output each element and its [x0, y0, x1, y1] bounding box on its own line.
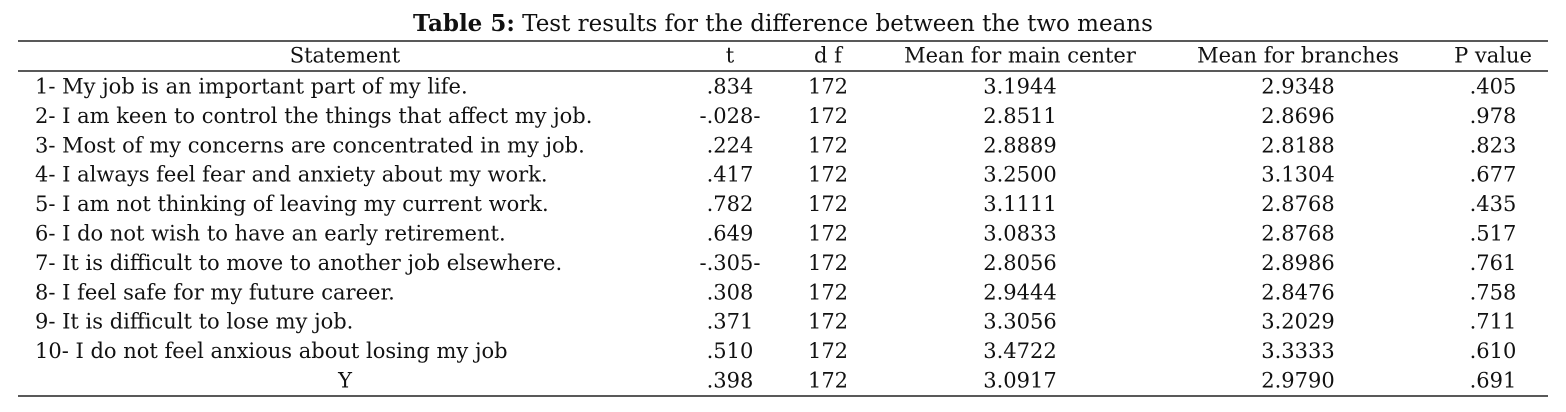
value-cell: 2.8056	[983, 251, 1056, 275]
value-cell: 2.9790	[1261, 369, 1334, 393]
statement-cell: 3- Most of my concerns are concentrated …	[35, 133, 585, 157]
statement-cell: 4- I always feel fear and anxiety about …	[35, 163, 548, 187]
value-cell: .691	[1470, 369, 1517, 393]
value-cell: 3.1944	[983, 75, 1056, 99]
statement-cell: 5- I am not thinking of leaving my curre…	[35, 192, 549, 216]
value-cell: 2.9444	[983, 280, 1056, 304]
value-cell: .758	[1470, 280, 1517, 304]
value-cell: 2.8986	[1261, 251, 1334, 275]
value-cell: 172	[808, 192, 848, 216]
value-cell: -.305-	[700, 251, 761, 275]
value-cell: 172	[808, 339, 848, 363]
value-cell: .823	[1470, 133, 1517, 157]
value-cell: 172	[808, 369, 848, 393]
value-cell: 2.8768	[1261, 222, 1334, 246]
header-cell: Mean for main center	[904, 44, 1137, 68]
value-cell: 3.4722	[983, 339, 1056, 363]
value-cell: .711	[1470, 310, 1517, 334]
value-cell: .761	[1470, 251, 1517, 275]
value-cell: 172	[808, 251, 848, 275]
value-cell: .978	[1470, 104, 1517, 128]
value-cell: 2.9348	[1261, 75, 1334, 99]
value-cell: 2.8889	[983, 133, 1056, 157]
value-cell: 2.8768	[1261, 192, 1334, 216]
header-cell: d f	[814, 44, 844, 68]
value-cell: 3.3333	[1261, 339, 1334, 363]
caption-text: Test results for the difference between …	[522, 11, 1153, 37]
value-cell: 3.1111	[983, 192, 1056, 216]
value-cell: 172	[808, 104, 848, 128]
value-cell: 172	[808, 310, 848, 334]
statement-cell: 6- I do not wish to have an early retire…	[35, 222, 506, 246]
header-cell: P value	[1454, 44, 1532, 68]
value-cell: .435	[1470, 192, 1517, 216]
value-cell: .224	[707, 133, 754, 157]
value-cell: 2.8476	[1261, 280, 1334, 304]
value-cell: 3.3056	[983, 310, 1056, 334]
value-cell: .834	[707, 75, 754, 99]
value-cell: .649	[707, 222, 754, 246]
statement-cell: Y	[337, 369, 353, 393]
value-cell: 172	[808, 133, 848, 157]
value-cell: -.028-	[700, 104, 761, 128]
value-cell: 2.8188	[1261, 133, 1334, 157]
value-cell: .782	[707, 192, 754, 216]
value-cell: 172	[808, 163, 848, 187]
value-cell: .398	[707, 369, 754, 393]
value-cell: .517	[1470, 222, 1517, 246]
statement-cell: 9- It is difficult to lose my job.	[35, 310, 353, 334]
value-cell: .417	[707, 163, 754, 187]
value-cell: 3.0833	[983, 222, 1056, 246]
value-cell: .371	[707, 310, 754, 334]
value-cell: .610	[1470, 339, 1517, 363]
statement-cell: 7- It is difficult to move to another jo…	[35, 251, 562, 275]
value-cell: 172	[808, 222, 848, 246]
value-cell: 3.2029	[1261, 310, 1334, 334]
caption: Table 5: Test results for the difference…	[413, 10, 1153, 37]
statement-cell: 2- I am keen to control the things that …	[35, 104, 592, 128]
value-cell: 3.1304	[1261, 163, 1334, 187]
caption-label: Table 5:	[413, 10, 515, 37]
value-cell: .510	[707, 339, 754, 363]
value-cell: 2.8696	[1261, 104, 1334, 128]
value-cell: .308	[707, 280, 754, 304]
value-cell: 3.2500	[983, 163, 1056, 187]
header-cell: t	[726, 44, 735, 68]
header-cell: Statement	[290, 44, 401, 68]
statement-cell: 1- My job is an important part of my lif…	[35, 75, 468, 99]
statement-cell: 8- I feel safe for my future career.	[35, 280, 395, 304]
value-cell: 172	[808, 280, 848, 304]
value-cell: 3.0917	[983, 369, 1056, 393]
value-cell: 2.8511	[983, 104, 1056, 128]
value-cell: 172	[808, 75, 848, 99]
header-cell: Mean for branches	[1197, 44, 1399, 68]
statement-cell: 10- I do not feel anxious about losing m…	[35, 339, 508, 363]
value-cell: .677	[1470, 163, 1517, 187]
value-cell: .405	[1470, 75, 1517, 99]
